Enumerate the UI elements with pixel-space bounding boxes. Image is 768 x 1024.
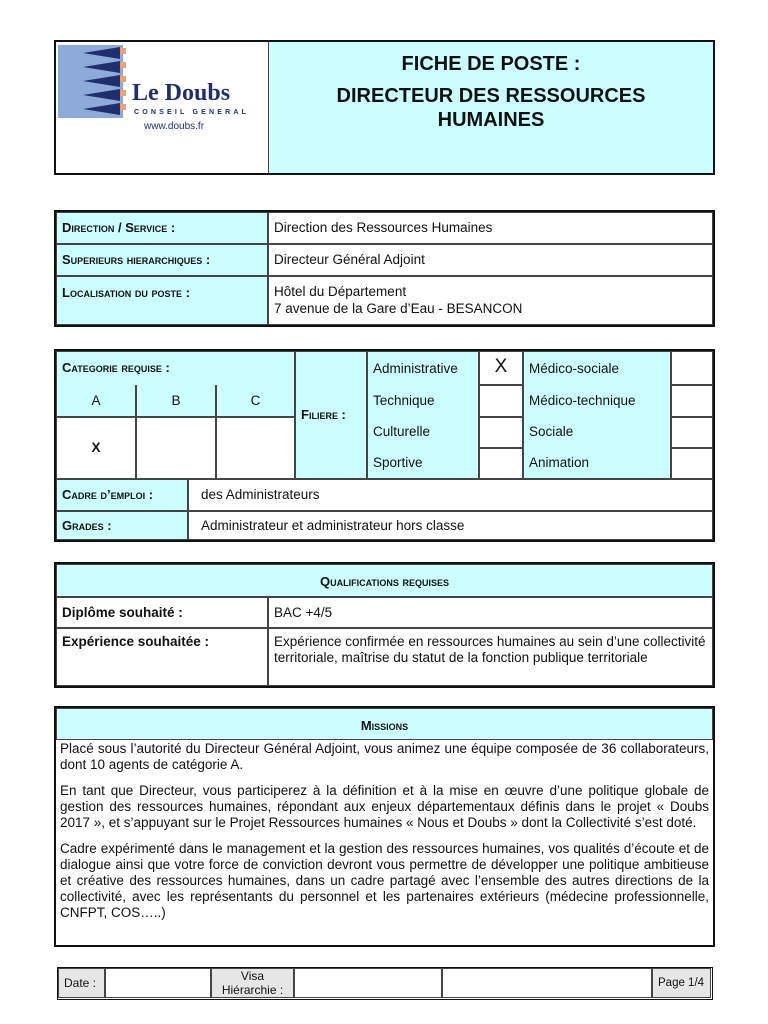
grades-label: Grades : <box>56 511 188 540</box>
filiere-sociale: Sociale <box>523 417 671 448</box>
categorie-col-a: A <box>56 385 136 417</box>
filiere-medico-technique-mark[interactable] <box>671 385 713 417</box>
footer-empty-cell <box>442 968 652 998</box>
cadre-label: Cadre d’emploi : <box>56 479 188 511</box>
filiere-culturelle-mark[interactable] <box>479 417 523 448</box>
visa-line-1: Visa <box>240 969 265 983</box>
visa-line-2: Hiérarchie : <box>221 983 284 997</box>
categorie-mark-b[interactable] <box>136 417 216 479</box>
filiere-sociale-mark[interactable] <box>671 417 713 448</box>
experience-value: Expérience confirmée en ressources humai… <box>268 628 713 686</box>
categorie-mark-c[interactable] <box>216 417 295 479</box>
le-doubs-logo: Le Doubs CONSEIL GENERAL www.doubs.fr <box>58 45 249 132</box>
categorie-label: Categorie requise : <box>56 351 295 385</box>
qualifications-table: Qualifications requises Diplôme souhaité… <box>54 562 715 688</box>
grades-value: Administrateur et administrateur hors cl… <box>188 511 713 540</box>
filiere-medico-sociale: Médico-sociale <box>523 351 671 385</box>
filiere-medico-technique: Médico-technique <box>523 385 671 417</box>
footer-table: Date : Visa Hiérarchie : Page 1/4 <box>57 967 713 1000</box>
filiere-sportive-mark[interactable] <box>479 448 523 479</box>
direction-value: Direction des Ressources Humaines <box>268 212 713 244</box>
categorie-col-c: C <box>216 385 295 417</box>
missions-title: Missions <box>56 708 713 740</box>
title-cell: FICHE DE POSTE : DIRECTEUR DES RESSOURCE… <box>269 42 713 173</box>
filiere-technique: Technique <box>367 385 479 417</box>
title-line-1: FICHE DE POSTE : <box>401 53 581 75</box>
filiere-medico-sociale-mark[interactable] <box>671 351 713 385</box>
header-box: Le Doubs CONSEIL GENERAL www.doubs.fr FI… <box>54 40 715 175</box>
footer-date-value[interactable] <box>105 968 211 998</box>
localisation-value: Hôtel du Département 7 avenue de la Gare… <box>268 276 713 325</box>
svg-text:Le Doubs: Le Doubs <box>132 80 230 106</box>
missions-text: Placé sous l’autorité du Directeur Génér… <box>60 741 709 931</box>
localisation-line-1: Hôtel du Département <box>274 284 407 299</box>
missions-box: Missions Placé sous l’autorité du Direct… <box>54 706 715 947</box>
title-line-2: DIRECTEUR DES RESSOURCES HUMAINES <box>336 85 646 131</box>
qualifications-title: Qualifications requises <box>56 564 713 597</box>
missions-paragraph: En tant que Directeur, vous participerez… <box>60 783 709 830</box>
diplome-value: BAC +4/5 <box>268 597 713 628</box>
footer-visa-label: Visa Hiérarchie : <box>211 968 294 998</box>
experience-label: Expérience souhaitée : <box>56 628 268 686</box>
categorie-table: Categorie requise : A B C X Filiere : Ad… <box>54 349 715 542</box>
filiere-sportive: Sportive <box>367 448 479 479</box>
filiere-animation: Animation <box>523 448 671 479</box>
superieurs-label: Superieurs hierarchiques : <box>56 244 268 276</box>
superieurs-value: Directeur Général Adjoint <box>268 244 713 276</box>
filiere-label: Filiere : <box>295 351 367 479</box>
direction-label: Direction / Service : <box>56 212 268 244</box>
cadre-value: des Administrateurs <box>188 479 713 511</box>
logo-cell: Le Doubs CONSEIL GENERAL www.doubs.fr <box>56 42 269 173</box>
svg-text:www.doubs.fr: www.doubs.fr <box>143 121 205 132</box>
svg-text:CONSEIL GENERAL: CONSEIL GENERAL <box>134 109 249 116</box>
info-table: Direction / Service : Direction des Ress… <box>54 210 715 327</box>
categorie-col-b: B <box>136 385 216 417</box>
footer-visa-value[interactable] <box>294 968 442 998</box>
categorie-mark-a[interactable]: X <box>56 417 136 479</box>
diplome-label: Diplôme souhaité : <box>56 597 268 628</box>
filiere-administrative: Administrative <box>367 351 479 385</box>
footer-page-number: Page 1/4 <box>652 968 711 998</box>
footer-date-label: Date : <box>58 968 105 998</box>
missions-paragraph: Placé sous l’autorité du Directeur Génér… <box>60 741 709 772</box>
missions-paragraph: Cadre expérimenté dans le management et … <box>60 841 709 920</box>
filiere-animation-mark[interactable] <box>671 448 713 479</box>
localisation-line-2: 7 avenue de la Gare d’Eau - BESANCON <box>274 301 523 316</box>
localisation-label: Localisation du poste : <box>56 276 268 325</box>
filiere-administrative-mark[interactable]: X <box>479 351 523 385</box>
filiere-technique-mark[interactable] <box>479 385 523 417</box>
filiere-culturelle: Culturelle <box>367 417 479 448</box>
